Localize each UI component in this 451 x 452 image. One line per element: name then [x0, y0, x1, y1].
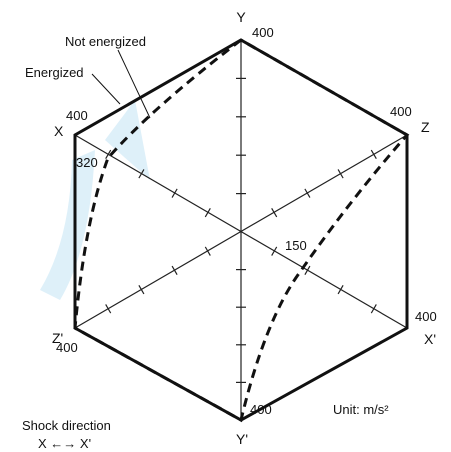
shock-title: Shock direction [22, 418, 111, 433]
axis-tick [304, 188, 311, 198]
axis-tick [171, 188, 178, 198]
not-energized-outline [73, 38, 410, 423]
value-label: 400 [66, 108, 88, 123]
axis-tick [138, 284, 145, 295]
axis-tick [271, 246, 278, 256]
axis-tick [204, 207, 211, 218]
axis-tick [171, 265, 178, 276]
unit-label: Unit: m/s² [333, 402, 389, 417]
axis-label: Z' [52, 330, 63, 346]
watermark [40, 100, 150, 300]
leader-energized [91, 73, 121, 105]
axis-tick [105, 149, 112, 160]
axis-tick [271, 207, 278, 218]
axis-tick [370, 149, 377, 160]
axis-tick [370, 304, 377, 314]
axis-label: Y' [236, 431, 248, 447]
value-label: 400 [252, 25, 274, 40]
shock-axis: X ←→ X' [38, 436, 91, 451]
axis-tick [138, 169, 145, 179]
axis-tick [337, 284, 344, 295]
z-axis [74, 134, 408, 329]
axis-label: X [54, 123, 64, 139]
axis-label: Y [236, 9, 246, 25]
axis-tick [105, 304, 112, 314]
value-label: 400 [56, 340, 78, 355]
axis-label: X' [424, 331, 436, 347]
value-label: 400 [415, 309, 437, 324]
legend-label: Not energized [65, 34, 146, 49]
value-label: 320 [76, 155, 98, 170]
axis-label: Z [421, 119, 430, 135]
axes [74, 40, 408, 420]
value-label: 400 [250, 402, 272, 417]
value-label: 400 [390, 104, 412, 119]
leader-not-energized [117, 49, 151, 119]
axis-tick [204, 246, 211, 256]
axis-tick [304, 265, 311, 276]
legend-label: Energized [25, 65, 84, 80]
axis-tick [337, 169, 344, 179]
value-label: 150 [285, 238, 307, 253]
